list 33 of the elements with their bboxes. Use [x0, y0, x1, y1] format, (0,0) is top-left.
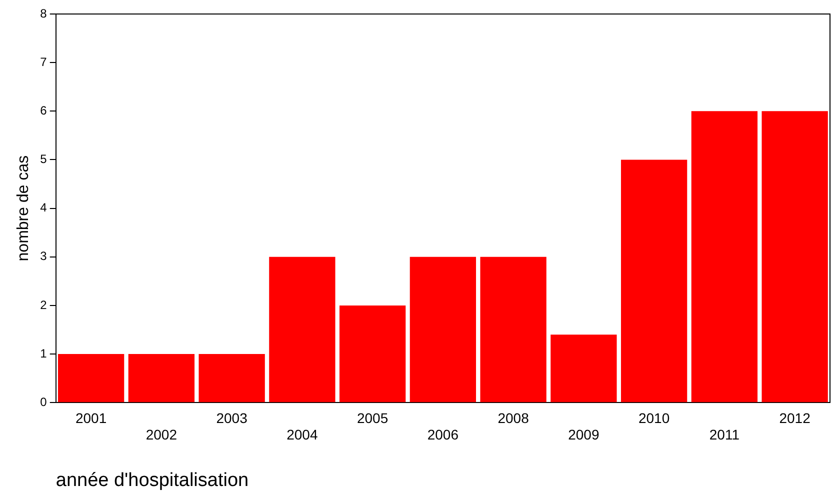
- x-tick-label: 2012: [779, 410, 811, 426]
- bar: [480, 256, 546, 402]
- bar: [762, 111, 828, 402]
- bar: [128, 354, 195, 402]
- x-tick-label: 2006: [427, 426, 459, 443]
- bar: [410, 256, 476, 402]
- y-tick-label: 7: [40, 54, 48, 69]
- x-tick-label: 2009: [568, 426, 600, 443]
- y-axis-title: nombre de cas: [15, 155, 32, 262]
- y-tick-label: 2: [40, 298, 48, 312]
- bar: [620, 160, 688, 402]
- y-tick-label: 1: [40, 346, 48, 360]
- x-tick-label: 2011: [709, 426, 740, 443]
- bar: [198, 354, 265, 402]
- y-tick-label: 3: [40, 249, 48, 264]
- y-tick-label: 4: [40, 200, 48, 215]
- x-axis-title: année d'hospitalisation: [56, 470, 249, 491]
- bar: [550, 334, 617, 402]
- y-tick-label: 6: [40, 103, 48, 118]
- x-tick-label: 2002: [146, 426, 178, 443]
- y-tick-label: 5: [40, 152, 48, 166]
- bar: [269, 256, 336, 402]
- x-tick-label: 2010: [638, 410, 670, 426]
- x-tick-label: 2005: [356, 410, 388, 426]
- x-tick-label: 2003: [216, 410, 248, 426]
- x-tick-label: 2001: [75, 410, 107, 426]
- x-tick-label: 2008: [498, 410, 530, 426]
- bar: [691, 111, 758, 402]
- bar: [339, 305, 406, 402]
- y-tick-label: 8: [40, 6, 48, 20]
- y-tick-label: 0: [40, 394, 48, 409]
- bar: [58, 354, 124, 402]
- x-tick-label: 2004: [286, 426, 318, 443]
